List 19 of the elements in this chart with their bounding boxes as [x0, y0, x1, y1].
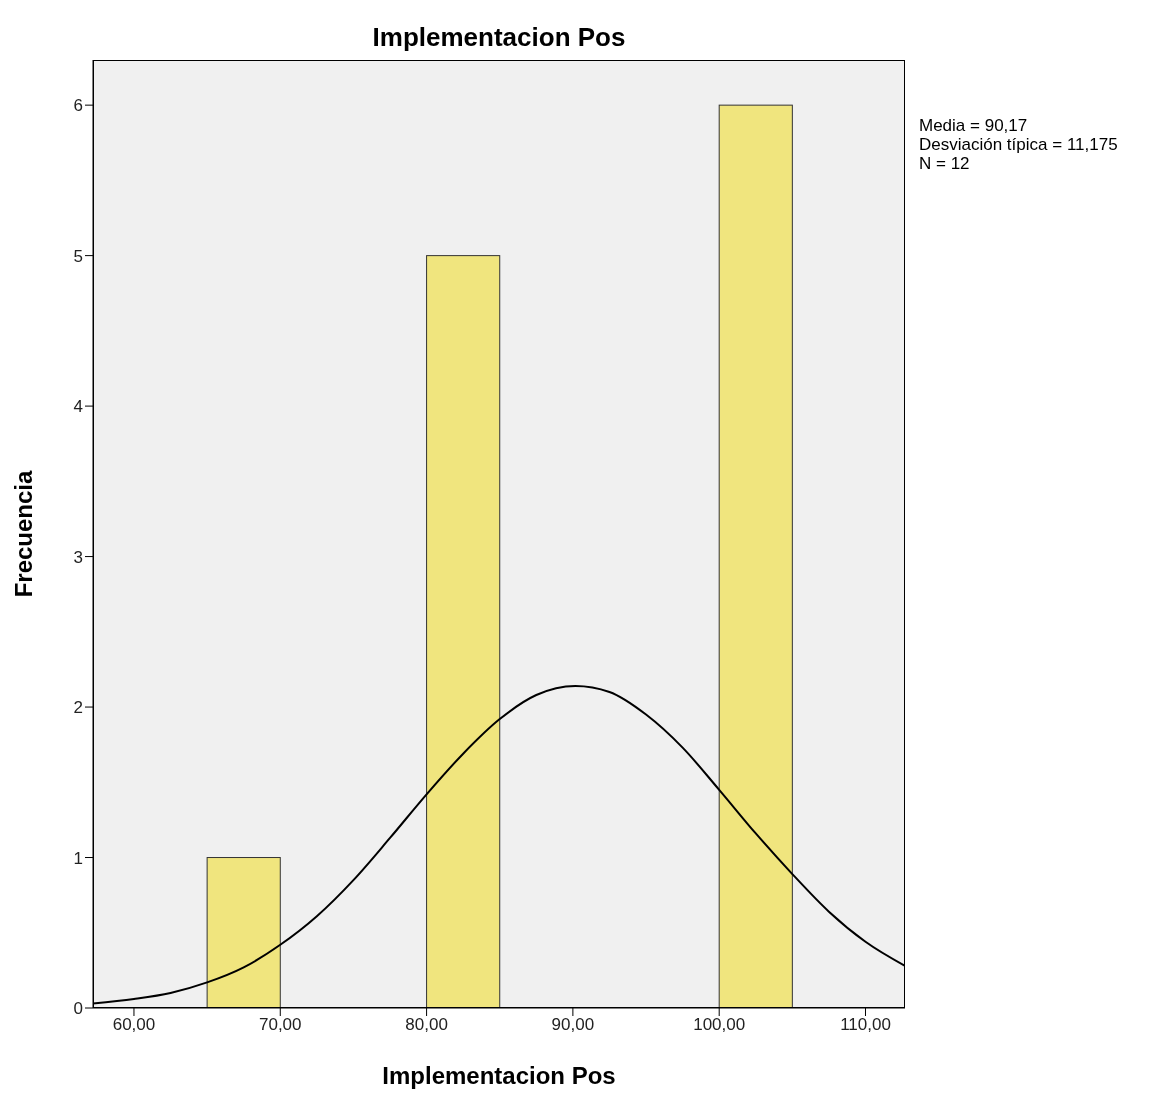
text: Desviación típica = 11,175: [919, 135, 1118, 154]
y-tick-label: 0: [73, 999, 83, 1019]
y-tick-label: 1: [73, 848, 83, 868]
text: N = 12: [919, 154, 971, 173]
x-tick-label: 90,00: [551, 1015, 595, 1035]
y-tick-label: 2: [73, 698, 83, 718]
y-tick-label: 6: [73, 96, 83, 116]
x-tick-label: 60,00: [112, 1015, 156, 1035]
y-tick-label: 3: [73, 547, 83, 567]
x-tick-label: 100,00: [693, 1015, 746, 1035]
chart-title: Implementacion Pos: [371, 22, 627, 53]
text: Media = 90,17: [919, 116, 1029, 135]
y-axis-title: Frecuencia: [9, 469, 37, 598]
x-tick-label: 80,00: [405, 1015, 448, 1035]
x-tick-label: 110,00: [840, 1015, 891, 1035]
x-tick-label: 70,00: [259, 1015, 302, 1035]
y-tick-label: 4: [73, 397, 83, 417]
y-tick-label: 5: [73, 246, 83, 266]
x-axis-title: Implementacion Pos: [382, 1062, 616, 1089]
